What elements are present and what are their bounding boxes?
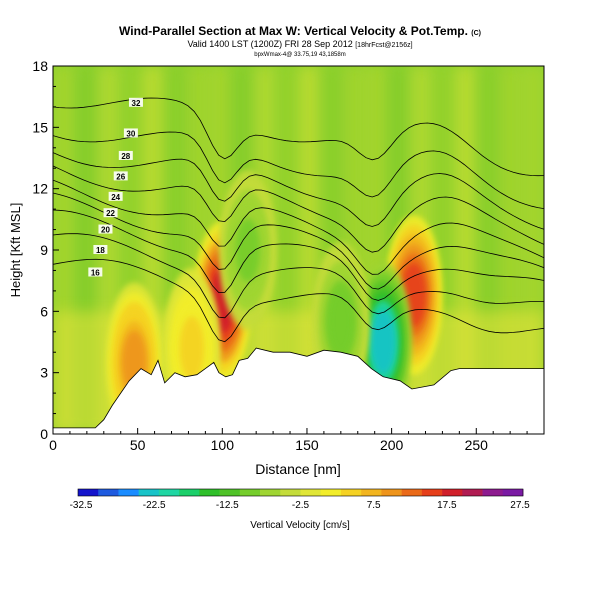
x-tick-label: 150 <box>295 437 319 453</box>
colorbar-tick-label: -12.5 <box>216 500 239 511</box>
colorbar-swatch <box>219 489 241 496</box>
colorbar-swatch <box>138 489 160 496</box>
isentrope-28 <box>53 152 544 230</box>
colorbar-swatch <box>300 489 322 496</box>
x-tick-label: 250 <box>465 437 489 453</box>
isentropes <box>53 97 544 343</box>
colorbar-swatch <box>280 489 301 496</box>
isentrope-label-20: 20 <box>98 224 113 235</box>
axes: 0 50 100 150 200 250 0 3 6 9 12 15 18 <box>32 58 528 453</box>
colorbar-swatch <box>381 489 402 496</box>
colorbar-tick-label: 27.5 <box>510 500 530 511</box>
colorbar-tick-label: -32.5 <box>70 500 93 511</box>
colorbar-swatch <box>118 489 139 496</box>
colorbar-swatch <box>78 489 99 496</box>
colorbar-swatch <box>98 489 119 496</box>
colorbar-swatch <box>239 489 261 496</box>
colorbar-swatch <box>179 489 200 496</box>
isentrope-16 <box>53 258 544 343</box>
isentrope-labels: 16 18 20 22 24 26 28 30 32 <box>88 97 143 277</box>
colorbar-swatch <box>158 489 180 496</box>
isentrope-label-16: 16 <box>88 267 103 277</box>
velocity-peak-3 <box>179 316 205 380</box>
y-axis-label: Height [Kft MSL] <box>8 203 23 298</box>
isentrope-label-22: 22 <box>103 208 118 218</box>
svg-text:16: 16 <box>91 268 100 277</box>
colorbar-swatch <box>361 489 382 496</box>
colorbar-swatch <box>199 489 220 496</box>
colorbar-swatch <box>320 489 342 496</box>
isentrope-18 <box>53 233 544 319</box>
x-tick-label: 50 <box>130 437 146 453</box>
colorbar-swatch <box>462 489 483 496</box>
svg-text:24: 24 <box>111 193 120 202</box>
colorbar-tick-label: 17.5 <box>437 500 457 511</box>
svg-text:22: 22 <box>106 209 115 218</box>
colorbar-frame <box>77 488 524 497</box>
chart-subtitle: Valid 1400 LST (1200Z) FRI 28 Sep 2012 [… <box>187 39 412 49</box>
colorbar-swatch <box>502 489 524 496</box>
svg-text:30: 30 <box>126 129 135 138</box>
svg-text:28: 28 <box>121 152 130 161</box>
y-tick-label: 18 <box>32 58 48 74</box>
velocity-peak-6 <box>235 218 261 282</box>
colorbar-swatch <box>260 489 281 496</box>
colorbar-swatch <box>442 489 463 496</box>
chart-title: Wind-Parallel Section at Max W: Vertical… <box>119 24 481 38</box>
colorbar-swatch <box>421 489 443 496</box>
colorbar-label: Vertical Velocity [cm/s] <box>250 520 350 531</box>
velocity-peak-4 <box>370 310 396 374</box>
velocity-peak-5 <box>328 289 354 354</box>
svg-text:26: 26 <box>116 172 125 181</box>
isentrope-20 <box>53 209 544 301</box>
colorbar-swatch <box>401 489 423 496</box>
colorbar-tick-label: -22.5 <box>143 500 166 511</box>
isentrope-label-26: 26 <box>113 171 128 181</box>
y-tick-label: 6 <box>40 303 48 319</box>
y-tick-label: 15 <box>32 119 48 135</box>
isentrope-26 <box>53 165 544 253</box>
isentrope-label-30: 30 <box>123 128 138 138</box>
isentrope-label-18: 18 <box>93 245 108 255</box>
y-tick-label: 12 <box>32 181 48 197</box>
plot-area <box>53 66 544 434</box>
colorbar-tick-label: -2.5 <box>292 500 310 511</box>
colorbar-tick-label: 7.5 <box>367 500 381 511</box>
chart-subtitle2: bpxWmax-4@ 33.75,19 43,1858m <box>254 52 345 58</box>
isentrope-label-24: 24 <box>108 191 123 202</box>
copyright-mark: (C) <box>471 30 481 37</box>
x-axis-label: Distance [nm] <box>255 461 341 477</box>
colorbar-swatch <box>340 489 362 496</box>
x-tick-label: 0 <box>49 437 57 453</box>
isentrope-22 <box>53 192 544 290</box>
isentrope-label-28: 28 <box>118 150 133 161</box>
svg-text:18: 18 <box>96 246 105 255</box>
y-tick-label: 3 <box>40 365 48 381</box>
isentrope-label-32: 32 <box>128 97 143 108</box>
x-tick-label: 100 <box>211 437 235 453</box>
colorbar-swatch <box>482 489 504 496</box>
x-tick-label: 200 <box>380 437 404 453</box>
svg-text:20: 20 <box>101 226 110 235</box>
isentrope-24 <box>53 179 544 275</box>
svg-text:32: 32 <box>132 99 141 108</box>
terrain <box>53 347 544 434</box>
y-tick-label: 9 <box>40 242 48 258</box>
y-tick-label: 0 <box>40 426 48 442</box>
colorbar: -32.5 -22.5 -12.5 -2.5 7.5 17.5 27.5 <box>70 488 530 511</box>
